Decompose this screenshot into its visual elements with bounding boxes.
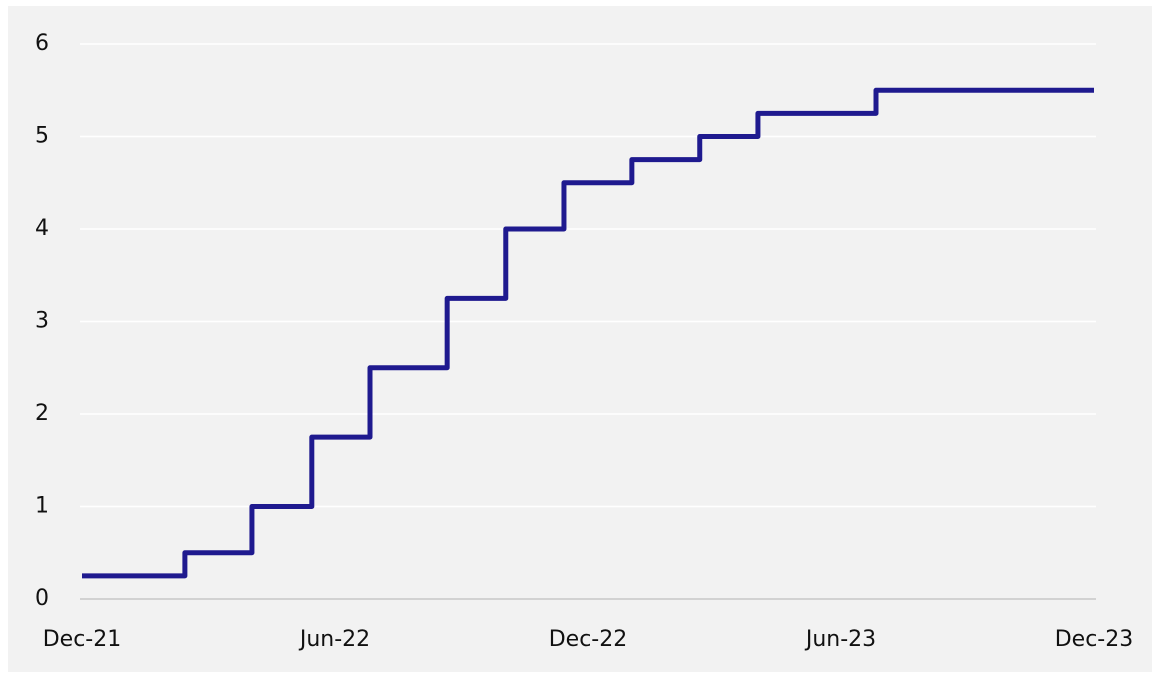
x-tick-label: Dec-22 (549, 627, 628, 652)
y-tick-label: 0 (35, 586, 49, 611)
x-tick-label: Jun-22 (298, 627, 370, 652)
chart-background (8, 6, 1152, 672)
y-tick-label: 4 (35, 216, 49, 241)
y-tick-label: 5 (35, 124, 49, 149)
y-tick-label: 2 (35, 401, 49, 426)
x-tick-label: Dec-21 (43, 627, 122, 652)
step-line (82, 87, 1094, 579)
x-tick-label: Dec-23 (1055, 627, 1134, 652)
y-tick-label: 6 (35, 31, 49, 56)
x-tick-label: Jun-23 (804, 627, 876, 652)
y-tick-label: 1 (35, 494, 49, 519)
y-tick-label: 3 (35, 309, 49, 334)
